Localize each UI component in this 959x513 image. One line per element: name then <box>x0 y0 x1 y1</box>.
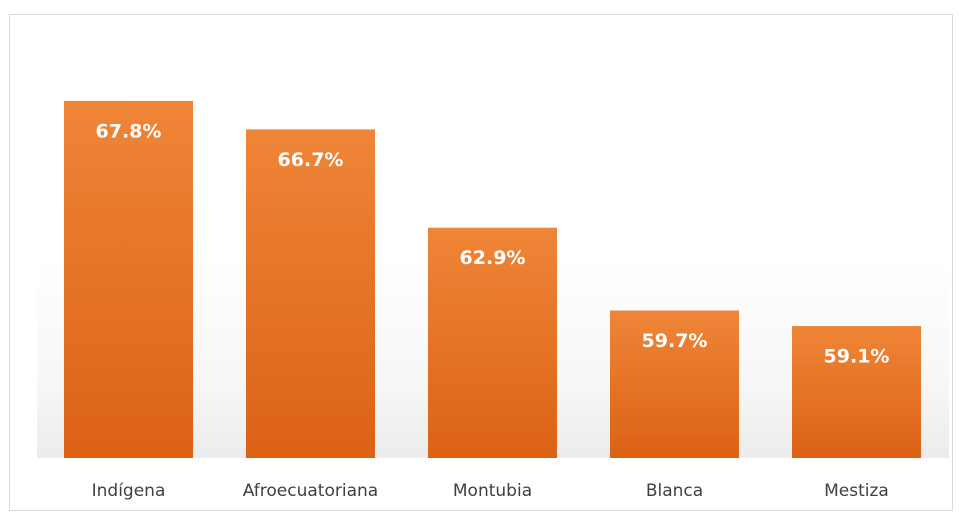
bar <box>610 310 739 458</box>
data-label: 62.9% <box>460 247 526 269</box>
data-label: 59.1% <box>824 346 890 368</box>
x-tick-label: Blanca <box>646 481 703 501</box>
x-tick-label: Afroecuatoriana <box>243 481 378 501</box>
bar <box>246 129 375 458</box>
bar <box>428 227 557 458</box>
x-tick-label: Montubia <box>453 481 532 501</box>
x-tick-label: Indígena <box>92 481 166 501</box>
bar <box>64 100 193 459</box>
bar <box>792 326 921 458</box>
x-tick-label: Mestiza <box>824 481 889 501</box>
data-label: 66.7% <box>278 149 344 171</box>
data-label: 59.7% <box>642 330 708 352</box>
data-label: 67.8% <box>96 120 162 142</box>
